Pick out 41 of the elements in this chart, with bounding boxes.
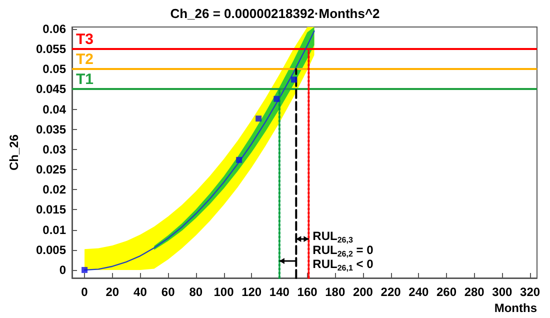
point (274, 96, 280, 102)
x-tick-label: 180 (325, 285, 346, 299)
ref-line-label: T1 (76, 71, 94, 88)
x-tick-label: 260 (436, 285, 457, 299)
chart-title: Ch_26 = 0.00000218392·Months^2 (170, 6, 380, 21)
x-tick-label: 0 (81, 285, 88, 299)
y-tick-label: 0.03 (42, 142, 66, 156)
x-tick-label: 40 (134, 285, 148, 299)
y-axis-title: Ch_26 (7, 134, 21, 171)
y-tick-label: 0.005 (36, 242, 66, 257)
x-tick-label: 140 (269, 285, 290, 299)
x-tick-label: 280 (464, 285, 485, 299)
x-tick-label: 300 (492, 285, 513, 299)
x-tick-label: 60 (161, 285, 176, 299)
x-tick-label: 240 (408, 285, 429, 299)
x-tick-label: 160 (297, 285, 318, 299)
y-tick-label: 0.04 (42, 102, 66, 116)
y-tick-label: 0.035 (36, 122, 66, 136)
point (256, 116, 262, 122)
x-tick-label: 100 (214, 285, 234, 299)
y-tick-label: 0.05 (42, 62, 66, 76)
point (82, 266, 88, 273)
point (291, 76, 298, 83)
ref-line-label: T3 (76, 31, 94, 48)
x-tick-label: 20 (106, 285, 120, 299)
point (236, 156, 242, 163)
x-tick-label: 80 (189, 285, 203, 299)
y-tick-label: 0 (59, 262, 66, 277)
y-tick-label: 0.025 (36, 162, 66, 177)
y-tick-label: 0.015 (36, 202, 66, 217)
x-tick-label: 120 (242, 285, 262, 299)
x-tick-label: 200 (352, 285, 374, 299)
y-tick-label: 0.02 (42, 182, 66, 197)
ref-line-label: T2 (76, 51, 94, 68)
y-tick-label: 0.06 (42, 22, 66, 36)
y-tick-label: 0.055 (36, 42, 66, 56)
x-axis-title: Months (494, 301, 538, 315)
x-tick-label: 220 (380, 285, 402, 299)
x-tick-label: 320 (520, 285, 540, 299)
y-tick-label: 0.045 (36, 82, 66, 96)
y-tick-label: 0.01 (42, 222, 66, 237)
